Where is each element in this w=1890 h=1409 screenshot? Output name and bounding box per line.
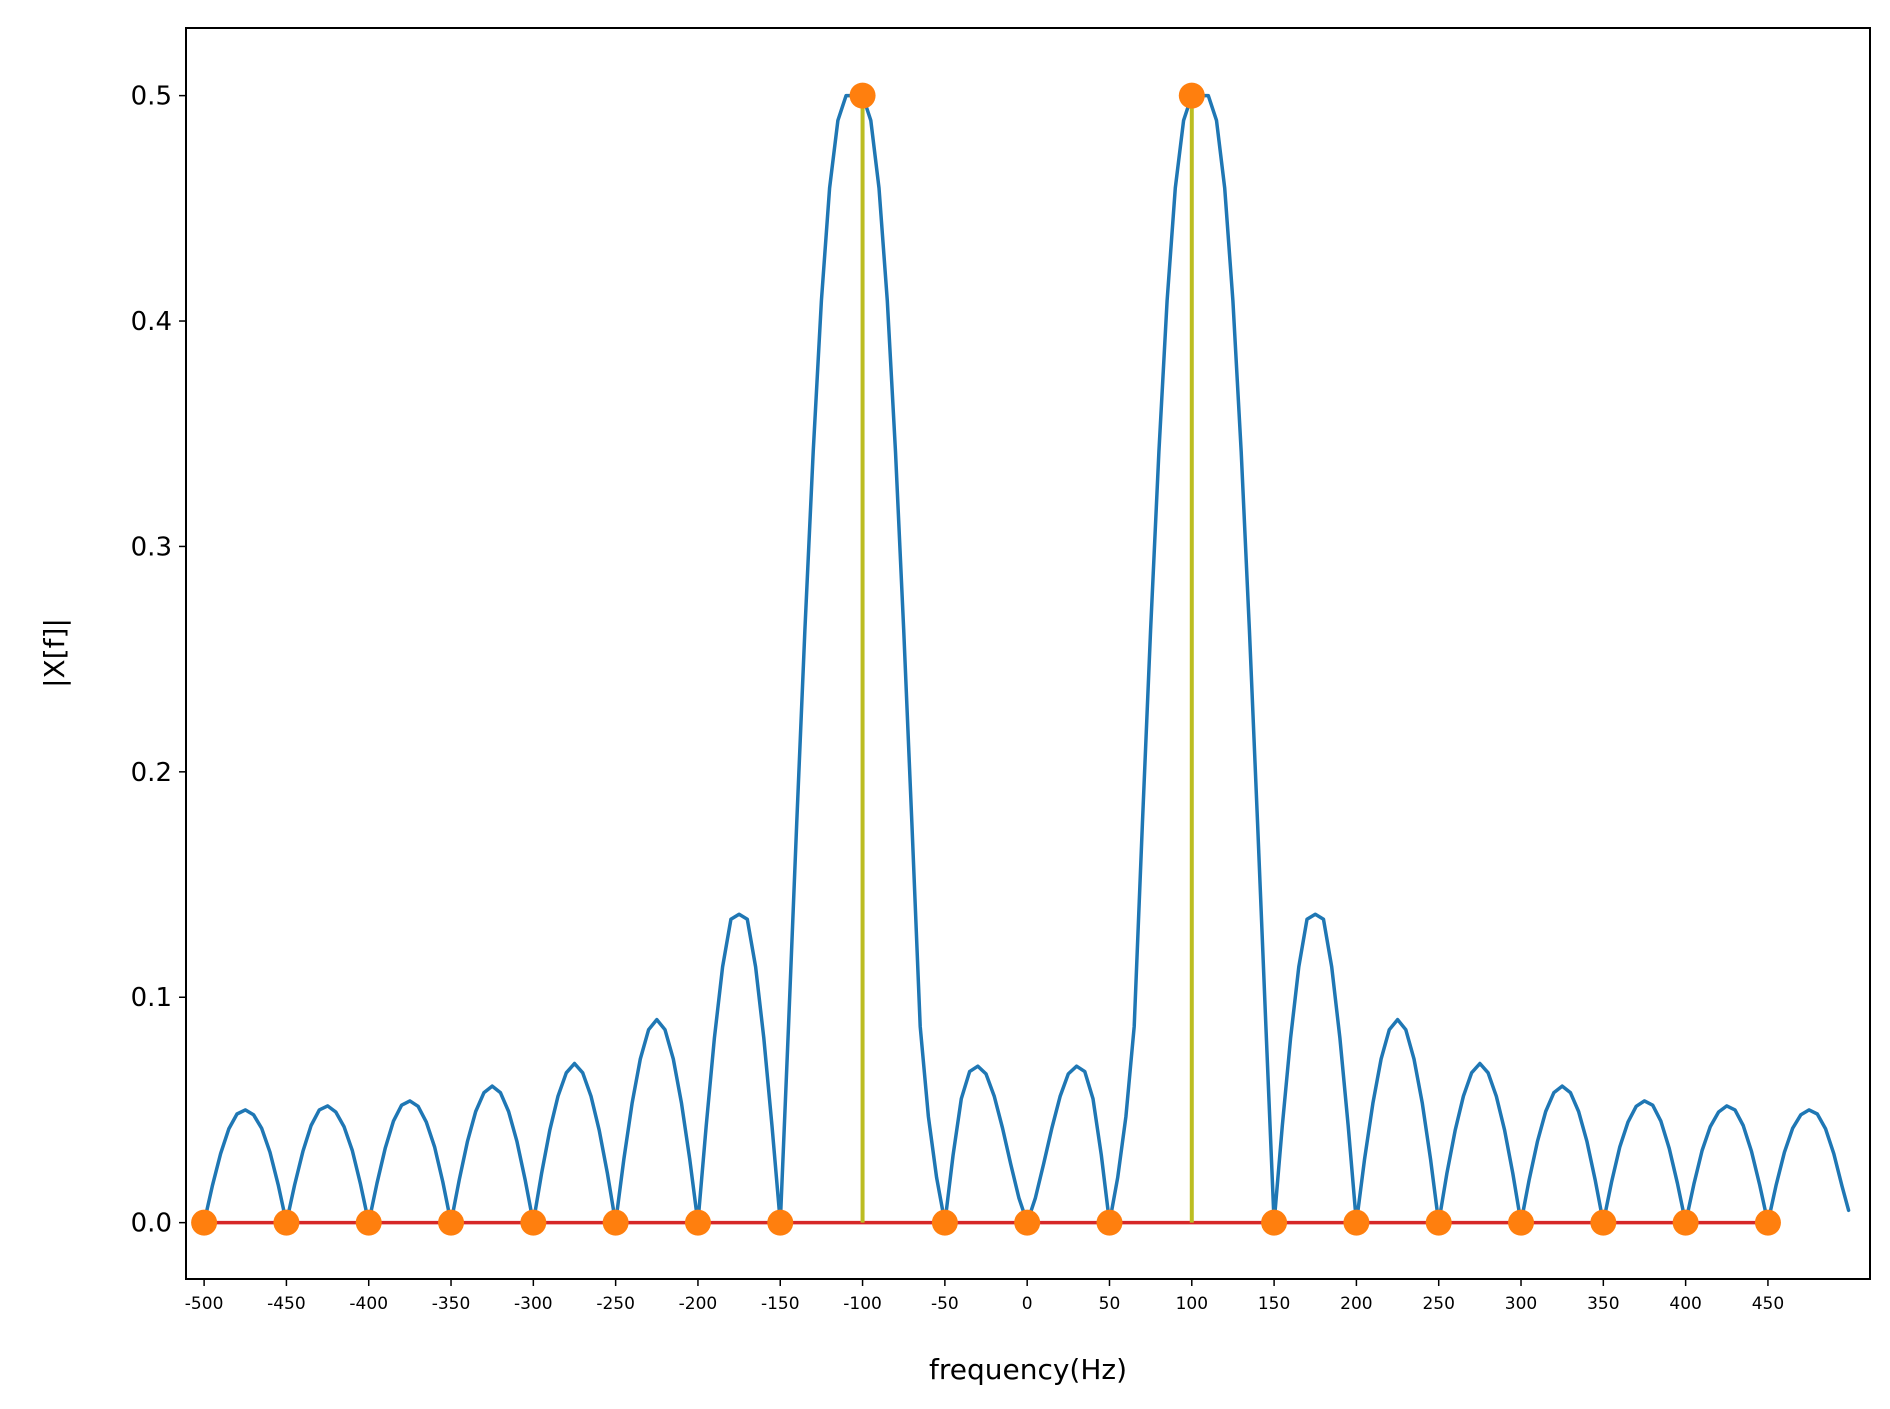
axes-frame (185, 27, 1871, 1280)
x-tick-label: -50 (931, 1294, 959, 1314)
y-tick-label: 0.0 (131, 1209, 172, 1239)
stem-marker (273, 1209, 300, 1236)
x-tick-label: -400 (349, 1294, 388, 1314)
stem-marker (1590, 1209, 1617, 1236)
stem-marker (1672, 1209, 1699, 1236)
stem-marker (438, 1209, 465, 1236)
stem-marker (1754, 1209, 1781, 1236)
x-tick-label: -150 (761, 1294, 800, 1314)
x-tick-label: -300 (514, 1294, 553, 1314)
stem-marker (1178, 82, 1205, 109)
x-tick-label: -250 (596, 1294, 635, 1314)
x-tick-label: -450 (267, 1294, 306, 1314)
x-tick-label: 250 (1422, 1294, 1454, 1314)
x-tick-label: -100 (843, 1294, 882, 1314)
x-tick-label: 100 (1176, 1294, 1208, 1314)
stem-marker (1343, 1209, 1370, 1236)
stem-marker (520, 1209, 547, 1236)
plot-area (191, 82, 1851, 1236)
y-tick-label: 0.5 (131, 82, 172, 112)
stem-marker (355, 1209, 382, 1236)
x-axis-label: frequency(Hz) (929, 1353, 1127, 1386)
stem-marker (1096, 1209, 1123, 1236)
x-tick-label: -200 (679, 1294, 718, 1314)
y-tick-label: 0.1 (131, 983, 172, 1013)
x-tick-label: 150 (1258, 1294, 1290, 1314)
y-tick-label: 0.3 (131, 532, 172, 562)
stem-marker (1261, 1209, 1288, 1236)
x-tick-label: -500 (185, 1294, 224, 1314)
stem-marker (849, 82, 876, 109)
x-tick-label: 450 (1752, 1294, 1784, 1314)
x-tick-label: -350 (432, 1294, 471, 1314)
stem-marker (684, 1209, 711, 1236)
x-tick-label: 0 (1022, 1294, 1033, 1314)
x-tick-label: 200 (1340, 1294, 1372, 1314)
x-tick-label: 350 (1587, 1294, 1619, 1314)
x-tick-label: 50 (1099, 1294, 1121, 1314)
x-tick-label: 300 (1505, 1294, 1537, 1314)
x-tick-label: 400 (1669, 1294, 1701, 1314)
y-tick-label: 0.4 (131, 307, 172, 337)
stem-marker (767, 1209, 794, 1236)
y-axis-label: |X[f]| (38, 618, 71, 688)
stem-marker (1014, 1209, 1041, 1236)
axis-ticks: -500 -450 -400 -350 -300 -250 -200 -150 -100 -50 0… (131, 82, 1785, 1314)
stem-marker (602, 1209, 629, 1236)
stem-marker (931, 1209, 958, 1236)
stem-marker (1508, 1209, 1535, 1236)
stem-marker (1425, 1209, 1452, 1236)
stem-marker (191, 1209, 218, 1236)
y-tick-label: 0.2 (131, 758, 172, 788)
